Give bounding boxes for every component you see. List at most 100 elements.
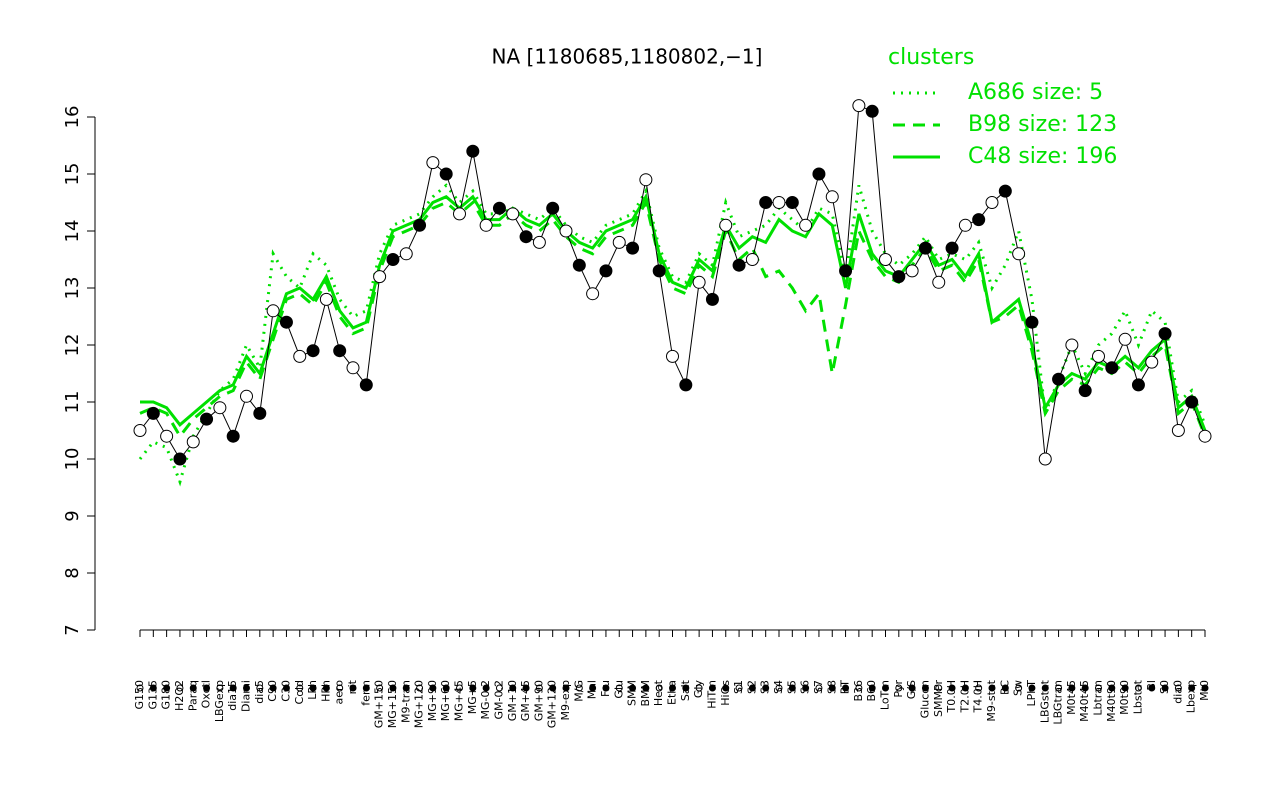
data-point (1065, 338, 1079, 352)
rug-dot (322, 684, 330, 692)
data-point (319, 292, 333, 306)
rug-dot (1081, 684, 1089, 692)
data-point (705, 292, 719, 306)
data-point (133, 424, 147, 437)
x-tick-label: LPh (306, 680, 319, 700)
x-tick-label: GM+45 (519, 680, 532, 721)
rug-dot (269, 684, 277, 692)
x-tick-label: M9-exp (559, 680, 572, 721)
x-tick-label: M40t90 (1105, 680, 1118, 722)
rug-dot (1134, 684, 1142, 692)
data-point (612, 235, 626, 249)
x-tick-label: aero (333, 680, 346, 705)
x-tick-label: GM+150 (373, 680, 386, 728)
rug-dot (1174, 684, 1182, 692)
data-point (586, 287, 600, 301)
data-point (918, 241, 932, 255)
x-tick-label: Glu (612, 680, 625, 699)
x-tick-label: Heat (652, 679, 665, 706)
chart-title: NA [1180685,1180802,−1] (492, 45, 763, 69)
rug-dot (163, 684, 171, 692)
rug-dot (203, 684, 211, 692)
data-point (1158, 327, 1172, 341)
x-tick-label: B60 (865, 680, 878, 702)
x-tick-label: T4.0H (972, 680, 985, 713)
data-point (812, 167, 826, 181)
rug-dot (695, 684, 703, 692)
x-tick-label: MG+60 (439, 680, 452, 721)
data-point (745, 253, 759, 266)
data-point (892, 270, 906, 284)
x-tick-label: B36 (852, 680, 865, 702)
data-point (253, 406, 267, 420)
y-tick-label: 12 (62, 334, 83, 357)
x-tick-label: Oxctl (200, 680, 213, 708)
data-point (386, 253, 400, 266)
rug-dot (376, 684, 384, 692)
data-point (559, 224, 573, 238)
data-point (1012, 247, 1026, 261)
rug-dot (136, 684, 144, 692)
x-tick-label: Glucon (918, 680, 931, 718)
rug-dot (456, 684, 463, 692)
x-tick-label: Salt (679, 679, 692, 701)
cluster-line (140, 192, 1207, 432)
data-point (998, 184, 1012, 198)
rug-dot (975, 684, 983, 692)
data-point (346, 361, 360, 375)
x-tick-label: ferm (359, 680, 372, 706)
data-point (865, 104, 879, 118)
data-point (173, 452, 187, 466)
x-tick-label: HiOs (719, 680, 732, 706)
data-point (279, 315, 293, 329)
rug-dot (336, 684, 344, 692)
x-tick-label: Paraq (186, 680, 199, 711)
data-point (1131, 378, 1145, 392)
rug-dot (149, 684, 157, 692)
rug-dot (788, 684, 796, 692)
data-point (666, 349, 679, 363)
x-tick-label: M/G (572, 680, 585, 702)
rug-dot (655, 684, 663, 692)
data-point (1118, 332, 1132, 346)
data-point (599, 264, 613, 278)
x-tick-label: M0t90 (1118, 680, 1131, 715)
rug-dot (682, 684, 690, 692)
rug-dot (229, 684, 237, 692)
x-tick-label: LBGstat (1038, 679, 1051, 723)
rug-dot (868, 684, 876, 692)
x-tick-label: MG+150 (386, 680, 399, 728)
rug-dot (535, 684, 543, 692)
x-tick-label: Lbtran (1092, 680, 1105, 716)
rug-dot (735, 684, 743, 692)
data-point (1078, 384, 1092, 398)
rug-dot (416, 684, 424, 692)
x-tick-label: HiTm (705, 680, 718, 709)
legend-label: A686 size: 5 (968, 80, 1103, 105)
data-point (1198, 429, 1212, 443)
data-point (453, 207, 466, 221)
rug-dot (389, 684, 397, 692)
x-tick-label: S0 (1158, 680, 1171, 694)
data-point (972, 213, 986, 227)
data-point (333, 344, 347, 358)
x-tick-label: BC (998, 680, 1011, 695)
data-point (1171, 424, 1185, 437)
data-point (426, 156, 440, 170)
rug-dot (629, 684, 637, 692)
rug-dot (176, 684, 184, 692)
rug-dot (469, 684, 477, 692)
rug-dot (708, 684, 716, 692)
data-point (359, 378, 373, 392)
rug-dot (256, 684, 264, 692)
x-tick-label: BMM (639, 680, 652, 707)
rug-dot (1015, 684, 1023, 692)
x-tick-label: C30 (279, 680, 292, 702)
data-point (1052, 372, 1066, 386)
rug-dot (495, 684, 503, 692)
rug-dot (243, 684, 250, 692)
rug-dot (802, 684, 810, 692)
data-point (439, 167, 453, 181)
rug-dot (429, 684, 437, 692)
data-point (852, 99, 866, 113)
